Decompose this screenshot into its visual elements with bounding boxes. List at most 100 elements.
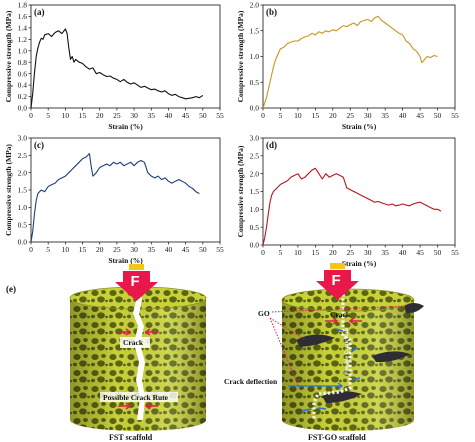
go-sheet bbox=[372, 351, 410, 363]
x-tick-label: 0 bbox=[261, 248, 265, 257]
series-line-d bbox=[262, 167, 442, 246]
x-tick-label: 55 bbox=[216, 111, 224, 120]
crack-label-right: Crack bbox=[330, 310, 351, 319]
y-axis-label: Compressive strength (MPa) bbox=[236, 10, 245, 102]
x-tick-label: 25 bbox=[113, 111, 121, 120]
x-tick-label: 10 bbox=[294, 111, 302, 120]
crack-path-dotted bbox=[312, 294, 352, 420]
x-axis-label: Strain (%) bbox=[342, 259, 377, 268]
chart-panel-a: 0 5 10 15 20 25 30 35 40 45 50 55 0.0 0.2 0.4 0.6 0.8 1.0… bbox=[4, 1, 224, 131]
x-tick-label: 20 bbox=[96, 245, 104, 254]
y-tick-label: 1.5 bbox=[250, 187, 260, 196]
route-label-left: Possible Crack Rute bbox=[103, 393, 169, 402]
x-tick-label: 0 bbox=[29, 111, 33, 120]
x-axis-label: Strain (%) bbox=[108, 256, 143, 265]
x-tick-label: 40 bbox=[165, 111, 173, 120]
x-axis-label: Strain (%) bbox=[342, 122, 377, 131]
y-tick-label: 1.4 bbox=[18, 23, 28, 32]
y-tick-label: 0.0 bbox=[18, 238, 28, 247]
y-tick-label: 1.8 bbox=[18, 1, 28, 10]
y-tick-label: 2.0 bbox=[250, 1, 260, 10]
fst-scaffold-caption: FST scaffold bbox=[109, 433, 153, 442]
go-sheet bbox=[322, 391, 362, 403]
y-tick-label: 2.5 bbox=[250, 151, 260, 160]
x-tick-label: 50 bbox=[434, 111, 442, 120]
x-tick-label: 10 bbox=[62, 111, 70, 120]
panel-label-a: (a) bbox=[34, 7, 45, 17]
x-tick-label: 40 bbox=[165, 245, 173, 254]
x-tick-label: 55 bbox=[216, 245, 224, 254]
y-tick-label: 0.5 bbox=[250, 78, 260, 87]
crack-gap bbox=[132, 287, 145, 420]
x-tick-label: 45 bbox=[182, 245, 190, 254]
y-tick-label: 1.5 bbox=[250, 26, 260, 35]
force-arrow-base bbox=[330, 263, 345, 269]
x-tick-label: 50 bbox=[199, 111, 207, 120]
force-arrow bbox=[316, 270, 359, 300]
plot-frame bbox=[262, 137, 456, 246]
x-tick-label: 30 bbox=[364, 111, 372, 120]
x-tick-label: 0 bbox=[261, 111, 265, 120]
panel-label-e: (e) bbox=[6, 284, 16, 294]
x-tick-label: 20 bbox=[329, 111, 337, 120]
y-tick-label: 1.5 bbox=[18, 186, 28, 195]
series-line-b bbox=[262, 15, 438, 109]
x-axis-label: Strain (%) bbox=[108, 122, 143, 131]
x-tick-label: 10 bbox=[62, 245, 70, 254]
crack-deflection-label: Crack deflection bbox=[224, 377, 278, 386]
crack-label-left: Crack bbox=[123, 338, 144, 347]
x-tick-label: 25 bbox=[347, 111, 355, 120]
x-tick-label: 55 bbox=[451, 248, 459, 257]
panel-label-d: (d) bbox=[266, 140, 277, 150]
go-sheet bbox=[404, 303, 424, 314]
x-tick-label: 5 bbox=[279, 248, 283, 257]
route-label-right: Possible Crack Rute bbox=[344, 327, 350, 375]
y-tick-label: 0.5 bbox=[18, 220, 28, 229]
x-tick-label: 20 bbox=[329, 248, 337, 257]
y-tick-label: 0.8 bbox=[18, 58, 28, 67]
x-tick-label: 30 bbox=[364, 248, 372, 257]
force-arrow-base bbox=[129, 264, 144, 270]
y-tick-label: 3.0 bbox=[18, 134, 28, 143]
x-tick-label: 35 bbox=[381, 248, 389, 257]
plot-frame bbox=[30, 4, 221, 109]
force-label-right: F bbox=[332, 272, 341, 289]
x-tick-label: 30 bbox=[130, 111, 138, 120]
y-tick-label: 1.0 bbox=[250, 205, 260, 214]
x-tick-label: 15 bbox=[79, 245, 87, 254]
y-tick-label: 3.0 bbox=[250, 134, 260, 143]
chart-panel-c: 0 5 10 15 20 25 30 35 40 45 50 55 0.0 0.5 1.0 1.5 2.0 2.5… bbox=[4, 134, 224, 265]
plot-frame bbox=[30, 137, 221, 243]
x-tick-label: 50 bbox=[434, 248, 442, 257]
y-tick-label: 0.0 bbox=[250, 104, 260, 113]
series-line-c bbox=[30, 153, 200, 243]
go-sheet bbox=[296, 334, 335, 347]
x-tick-label: 5 bbox=[46, 111, 50, 120]
x-tick-label: 25 bbox=[113, 245, 121, 254]
x-tick-label: 0 bbox=[29, 245, 33, 254]
y-tick-label: 0.0 bbox=[250, 241, 260, 250]
plot-frame bbox=[262, 4, 456, 109]
schematic-panel-e: (e) F Crack Possible Crack Rute FST scaf… bbox=[6, 263, 424, 442]
x-tick-label: 35 bbox=[381, 111, 389, 120]
y-tick-label: 0.0 bbox=[18, 104, 28, 113]
x-tick-label: 50 bbox=[199, 245, 207, 254]
y-tick-label: 2.0 bbox=[18, 168, 28, 177]
go-label: GO bbox=[258, 309, 270, 318]
y-tick-label: 2.5 bbox=[18, 151, 28, 160]
y-tick-label: 0.5 bbox=[250, 223, 260, 232]
x-tick-label: 35 bbox=[148, 245, 156, 254]
x-tick-label: 40 bbox=[399, 248, 407, 257]
panel-label-c: (c) bbox=[34, 140, 44, 150]
x-tick-label: 15 bbox=[312, 111, 320, 120]
y-axis-label: Compressive strength (MPa) bbox=[4, 10, 13, 102]
x-tick-label: 5 bbox=[279, 111, 283, 120]
y-tick-label: 1.6 bbox=[18, 12, 28, 21]
x-tick-label: 10 bbox=[294, 248, 302, 257]
x-tick-label: 30 bbox=[130, 245, 138, 254]
y-tick-label: 1.2 bbox=[18, 35, 28, 44]
y-tick-label: 0.2 bbox=[18, 92, 28, 101]
x-tick-label: 45 bbox=[182, 111, 190, 120]
fst-scaffold-illustration: F Crack Possible Crack Rute bbox=[69, 264, 207, 431]
x-tick-label: 15 bbox=[79, 111, 87, 120]
